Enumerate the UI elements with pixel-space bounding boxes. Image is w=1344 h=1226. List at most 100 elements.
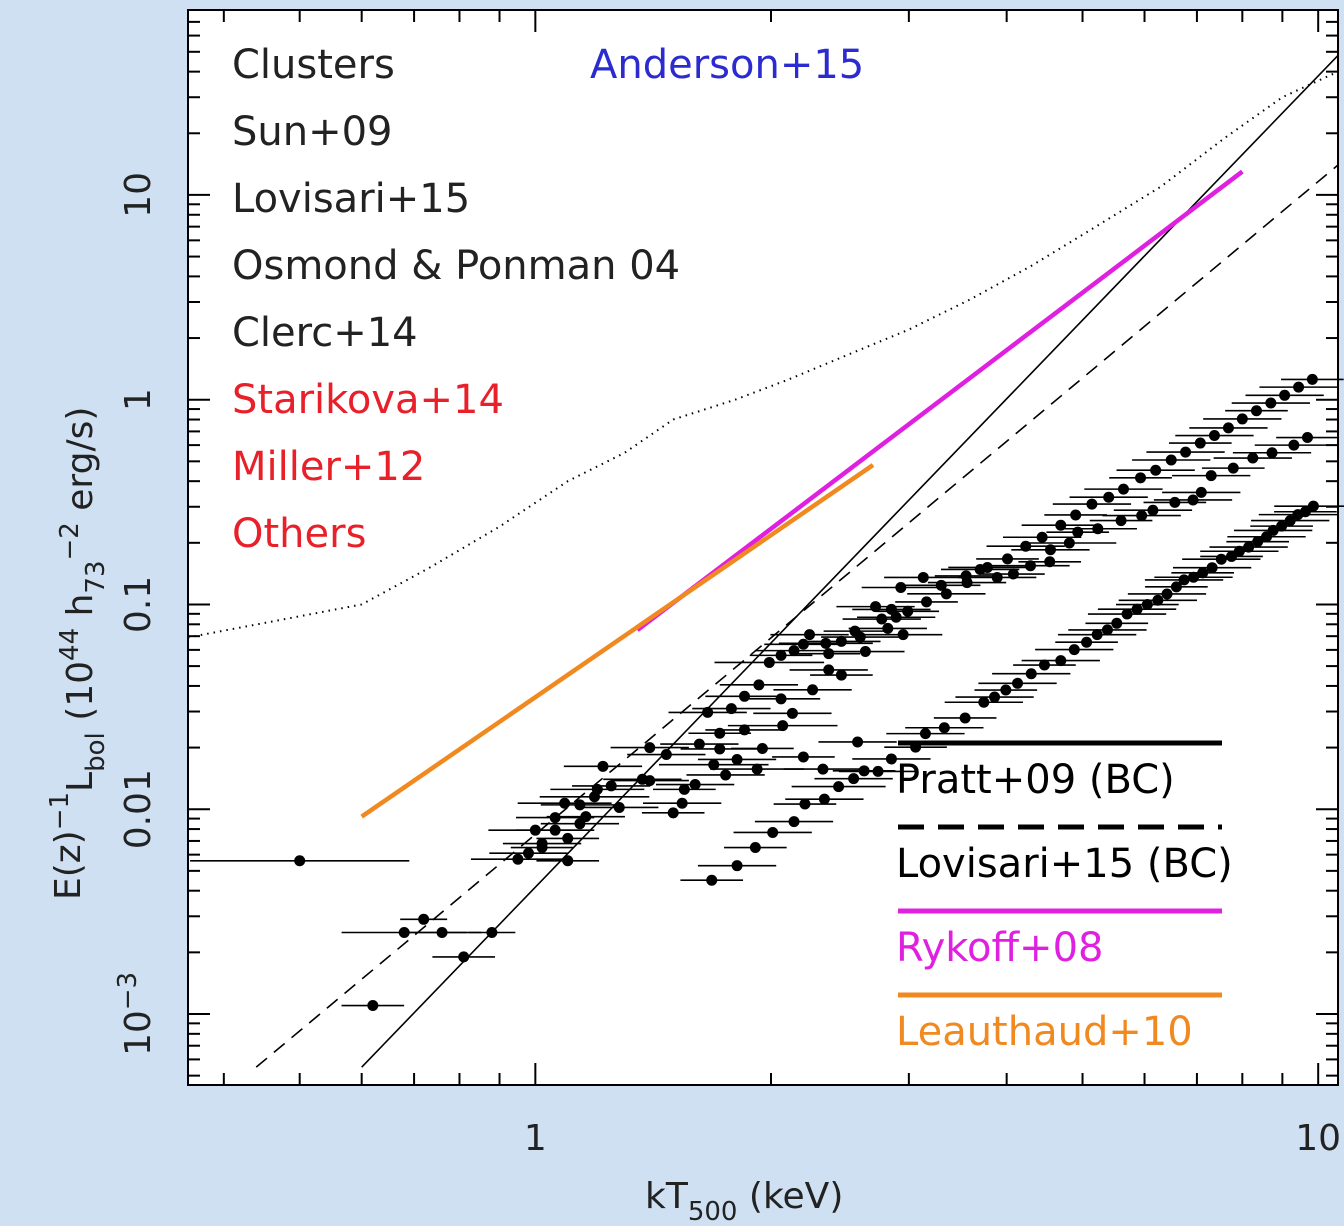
- data-point: [907, 588, 986, 600]
- data-point: [1231, 397, 1310, 409]
- data-point: [697, 860, 777, 872]
- data-point: [724, 842, 787, 854]
- data-point: [1018, 556, 1082, 568]
- data-point: [660, 738, 739, 750]
- data-point: [1274, 500, 1344, 512]
- data-point: [610, 742, 689, 754]
- data-point: [580, 801, 659, 813]
- x-tick-label: 1: [524, 1118, 547, 1159]
- data-point: [773, 684, 852, 696]
- legend-lines: Pratt+09 (BC) Lovisari+15 (BC) Rykoff+08 Le…: [896, 740, 1233, 1055]
- data-point: [1146, 446, 1225, 458]
- axis-ticks: 1 10 10 1 0.1 0.01 10−3: [113, 9, 1341, 1159]
- data-point: [341, 1000, 405, 1012]
- data-point: [789, 664, 868, 676]
- data-point: [536, 832, 600, 844]
- data-point: [770, 629, 849, 641]
- data-point: [1035, 644, 1114, 656]
- data-point: [848, 622, 927, 634]
- data-point: [810, 669, 873, 681]
- data-point: [1068, 624, 1147, 636]
- data-point: [814, 773, 893, 785]
- legend-entry: Others: [232, 511, 366, 557]
- data-point: [658, 759, 769, 771]
- data-point: [1021, 655, 1100, 667]
- data-point: [1069, 491, 1148, 503]
- data-point: [753, 707, 832, 719]
- data-point: [974, 684, 1038, 696]
- data-points: [190, 373, 1344, 1012]
- relation-lines: [187, 54, 1339, 1068]
- data-point: [982, 568, 1045, 580]
- data-point: [944, 696, 1023, 708]
- data-point: [1052, 498, 1132, 510]
- legend-anderson: Anderson+15: [590, 42, 864, 88]
- data-point: [705, 724, 784, 736]
- data-point: [692, 703, 771, 715]
- y-tick-label: 10: [118, 172, 159, 218]
- legend-line-label: Rykoff+08: [896, 925, 1103, 971]
- data-point: [785, 793, 864, 805]
- data-point: [1274, 506, 1337, 518]
- data-point: [572, 780, 651, 792]
- data-point: [1189, 422, 1268, 434]
- y-tick-label: 1: [118, 388, 159, 411]
- data-point: [1102, 510, 1181, 522]
- legend-entry: Clerc+14: [232, 310, 418, 356]
- data-point: [1225, 405, 1288, 417]
- data-point: [749, 649, 813, 661]
- data-point: [468, 927, 516, 939]
- legend-line-label: Lovisari+15 (BC): [896, 841, 1233, 887]
- data-point: [1203, 413, 1282, 425]
- x-tick-label: 10: [1295, 1118, 1341, 1159]
- data-point: [653, 783, 716, 795]
- data-point: [400, 913, 448, 925]
- data-point: [791, 781, 886, 793]
- relation-line: [636, 169, 1244, 632]
- data-point: [1153, 494, 1233, 506]
- data-point: [697, 753, 777, 765]
- data-point: [1132, 454, 1211, 466]
- data-point: [1044, 509, 1107, 521]
- data-point: [778, 637, 873, 649]
- data-point: [842, 613, 921, 625]
- data-point: [783, 763, 863, 775]
- data-point: [1281, 373, 1344, 385]
- legend-entry: Osmond & Ponman 04: [232, 243, 680, 289]
- data-point: [1162, 486, 1241, 498]
- data-point: [563, 760, 643, 772]
- data-point: [826, 646, 905, 658]
- y-tick-label: 0.01: [118, 769, 159, 849]
- data-point: [852, 753, 931, 765]
- data-point: [927, 577, 1007, 589]
- data-point: [536, 855, 600, 867]
- x-axis-label: kT500 (keV): [645, 1176, 843, 1226]
- data-point: [1250, 520, 1313, 532]
- data-point: [1097, 603, 1177, 615]
- data-point: [1118, 594, 1197, 606]
- data-point: [719, 679, 799, 691]
- data-point: [986, 540, 1065, 552]
- data-point: [1085, 617, 1149, 629]
- data-point: [655, 779, 735, 791]
- data-point: [627, 749, 706, 761]
- relation-line: [255, 164, 1339, 1068]
- legend-entry: Starikova+14: [232, 377, 504, 423]
- data-point: [1021, 519, 1100, 531]
- data-point: [1116, 599, 1179, 611]
- data-point: [754, 816, 834, 828]
- data-point: [1127, 588, 1207, 600]
- data-point: [1109, 472, 1172, 484]
- data-point: [978, 677, 1057, 689]
- data-point: [731, 742, 794, 754]
- y-tick-label: 10−3: [113, 972, 159, 1056]
- data-point: [1113, 504, 1193, 516]
- data-point: [992, 668, 1071, 680]
- data-point: [502, 838, 582, 850]
- data-point: [754, 645, 834, 657]
- data-point: [1172, 562, 1252, 574]
- data-point: [1251, 515, 1330, 527]
- data-point: [680, 874, 744, 886]
- data-point: [1171, 567, 1235, 579]
